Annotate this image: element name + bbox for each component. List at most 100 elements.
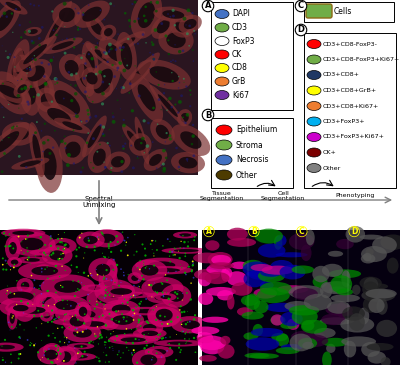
Ellipse shape [100, 25, 116, 40]
Ellipse shape [52, 318, 91, 326]
Ellipse shape [50, 245, 52, 247]
FancyBboxPatch shape [202, 230, 400, 365]
Ellipse shape [34, 131, 37, 134]
Ellipse shape [32, 266, 58, 276]
Ellipse shape [179, 169, 180, 170]
Ellipse shape [20, 238, 44, 250]
Ellipse shape [148, 307, 181, 327]
Ellipse shape [33, 96, 35, 98]
Ellipse shape [0, 81, 22, 105]
Ellipse shape [106, 278, 107, 280]
Ellipse shape [103, 75, 106, 77]
Ellipse shape [95, 73, 98, 76]
Ellipse shape [131, 0, 162, 39]
Ellipse shape [94, 279, 135, 304]
Ellipse shape [110, 333, 112, 335]
Text: CD3+FoxP3+Ki67+: CD3+FoxP3+Ki67+ [323, 134, 385, 139]
Ellipse shape [243, 261, 271, 277]
Ellipse shape [330, 294, 360, 302]
Ellipse shape [51, 310, 53, 312]
Ellipse shape [144, 254, 146, 257]
Ellipse shape [104, 28, 113, 36]
Ellipse shape [349, 313, 365, 331]
Ellipse shape [109, 2, 112, 5]
Ellipse shape [2, 83, 4, 85]
FancyBboxPatch shape [0, 0, 198, 175]
Ellipse shape [48, 348, 50, 350]
Ellipse shape [84, 313, 86, 315]
Ellipse shape [33, 71, 54, 101]
Ellipse shape [36, 327, 37, 328]
Ellipse shape [47, 290, 49, 292]
Ellipse shape [29, 344, 31, 346]
Ellipse shape [76, 266, 78, 268]
Ellipse shape [341, 270, 350, 287]
Ellipse shape [79, 307, 87, 317]
Ellipse shape [326, 304, 353, 316]
Ellipse shape [363, 253, 372, 261]
Ellipse shape [11, 260, 18, 265]
Ellipse shape [81, 355, 84, 357]
Ellipse shape [88, 275, 89, 277]
Ellipse shape [88, 239, 90, 242]
Ellipse shape [35, 264, 52, 276]
Ellipse shape [0, 0, 28, 15]
Ellipse shape [132, 349, 166, 365]
Ellipse shape [9, 137, 10, 138]
Ellipse shape [98, 338, 100, 339]
Text: FoxP3: FoxP3 [232, 36, 254, 46]
Ellipse shape [8, 137, 9, 138]
Ellipse shape [141, 137, 145, 141]
Ellipse shape [17, 134, 18, 135]
Ellipse shape [187, 340, 188, 341]
Ellipse shape [275, 235, 286, 246]
Ellipse shape [123, 319, 124, 320]
Ellipse shape [66, 63, 67, 64]
Ellipse shape [104, 297, 105, 299]
Ellipse shape [165, 337, 166, 338]
Ellipse shape [159, 333, 161, 335]
Ellipse shape [103, 352, 104, 353]
Text: Necrosis: Necrosis [236, 155, 268, 165]
Ellipse shape [302, 320, 314, 331]
Ellipse shape [364, 277, 378, 291]
Ellipse shape [133, 295, 134, 296]
Ellipse shape [156, 125, 169, 139]
Ellipse shape [174, 249, 199, 252]
Ellipse shape [118, 350, 120, 351]
Ellipse shape [113, 296, 114, 297]
Ellipse shape [26, 68, 28, 70]
Ellipse shape [173, 231, 197, 238]
Ellipse shape [135, 297, 136, 299]
Ellipse shape [53, 57, 54, 58]
Ellipse shape [118, 320, 120, 323]
Ellipse shape [6, 2, 21, 11]
Ellipse shape [104, 256, 106, 258]
Ellipse shape [12, 315, 14, 317]
Ellipse shape [360, 277, 382, 289]
Ellipse shape [243, 260, 263, 271]
Ellipse shape [82, 41, 99, 85]
Ellipse shape [104, 316, 115, 326]
Ellipse shape [174, 254, 176, 256]
Ellipse shape [38, 5, 40, 7]
Ellipse shape [28, 30, 31, 33]
Ellipse shape [257, 287, 290, 303]
Ellipse shape [216, 170, 232, 180]
Ellipse shape [342, 306, 365, 321]
Ellipse shape [104, 51, 108, 55]
Ellipse shape [51, 362, 54, 364]
Ellipse shape [94, 49, 117, 65]
Ellipse shape [255, 228, 283, 243]
Ellipse shape [227, 271, 247, 286]
Ellipse shape [161, 356, 162, 358]
Ellipse shape [76, 231, 105, 248]
Ellipse shape [211, 255, 231, 265]
Ellipse shape [86, 43, 126, 72]
Ellipse shape [260, 281, 274, 289]
Ellipse shape [313, 276, 328, 288]
Ellipse shape [307, 86, 321, 95]
Ellipse shape [179, 157, 197, 169]
Ellipse shape [82, 331, 84, 333]
Ellipse shape [142, 243, 144, 245]
